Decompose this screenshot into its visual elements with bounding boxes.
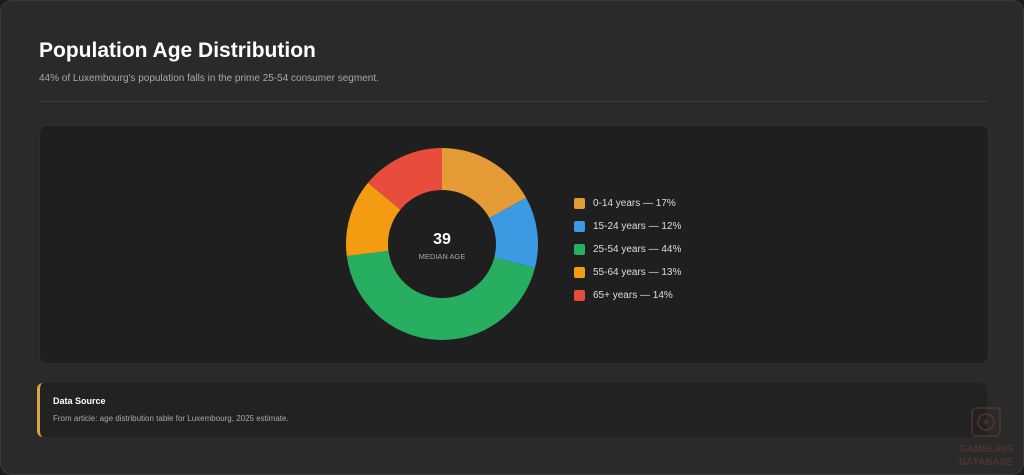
legend-label: 55-64 years — 13% — [593, 267, 682, 278]
watermark-logo: GAMBLING DATABASE — [959, 407, 1014, 468]
legend-label: 65+ years — 14% — [593, 290, 673, 301]
legend-item: 65+ years — 14% — [574, 284, 681, 307]
legend-swatch — [574, 267, 585, 278]
legend-label: 25-54 years — 44% — [593, 244, 682, 255]
legend-swatch — [574, 290, 585, 301]
legend-item: 0-14 years — 17% — [574, 192, 681, 215]
donut-slice-55-64-years — [346, 182, 401, 257]
svg-text:DATABASE: DATABASE — [959, 457, 1013, 468]
donut-slice-0-14-years — [442, 148, 527, 218]
legend-item: 55-64 years — 13% — [574, 261, 681, 284]
page-subtitle: 44% of Luxembourg's population falls in … — [39, 73, 379, 84]
chart-panel: 39 MEDIAN AGE 0-14 years — 17% 15-24 year… — [39, 125, 989, 364]
legend-item: 25-54 years — 44% — [574, 238, 681, 261]
page-title: Population Age Distribution — [39, 39, 316, 62]
donut-slice-25-54-years — [346, 250, 535, 340]
legend-swatch — [574, 244, 585, 255]
center-label: MEDIAN AGE — [419, 252, 466, 261]
data-source-panel: Data Source From article: age distributi… — [37, 383, 987, 437]
donut-chart: 39 MEDIAN AGE — [346, 148, 538, 340]
source-text: From article: age distribution table for… — [53, 414, 289, 423]
header-divider — [39, 101, 987, 102]
source-title: Data Source — [53, 396, 106, 406]
legend-swatch — [574, 221, 585, 232]
legend-label: 15-24 years — 12% — [593, 221, 682, 232]
legend-item: 15-24 years — 12% — [574, 215, 681, 238]
donut-slice-15-24-years — [489, 197, 538, 268]
legend-label: 0-14 years — 17% — [593, 198, 676, 209]
center-value: 39 — [433, 231, 451, 248]
svg-text:GAMBLING: GAMBLING — [959, 444, 1014, 455]
legend-swatch — [574, 198, 585, 209]
chart-legend: 0-14 years — 17% 15-24 years — 12% 25-54 y… — [574, 192, 681, 307]
donut-slice-65-years — [368, 148, 442, 210]
